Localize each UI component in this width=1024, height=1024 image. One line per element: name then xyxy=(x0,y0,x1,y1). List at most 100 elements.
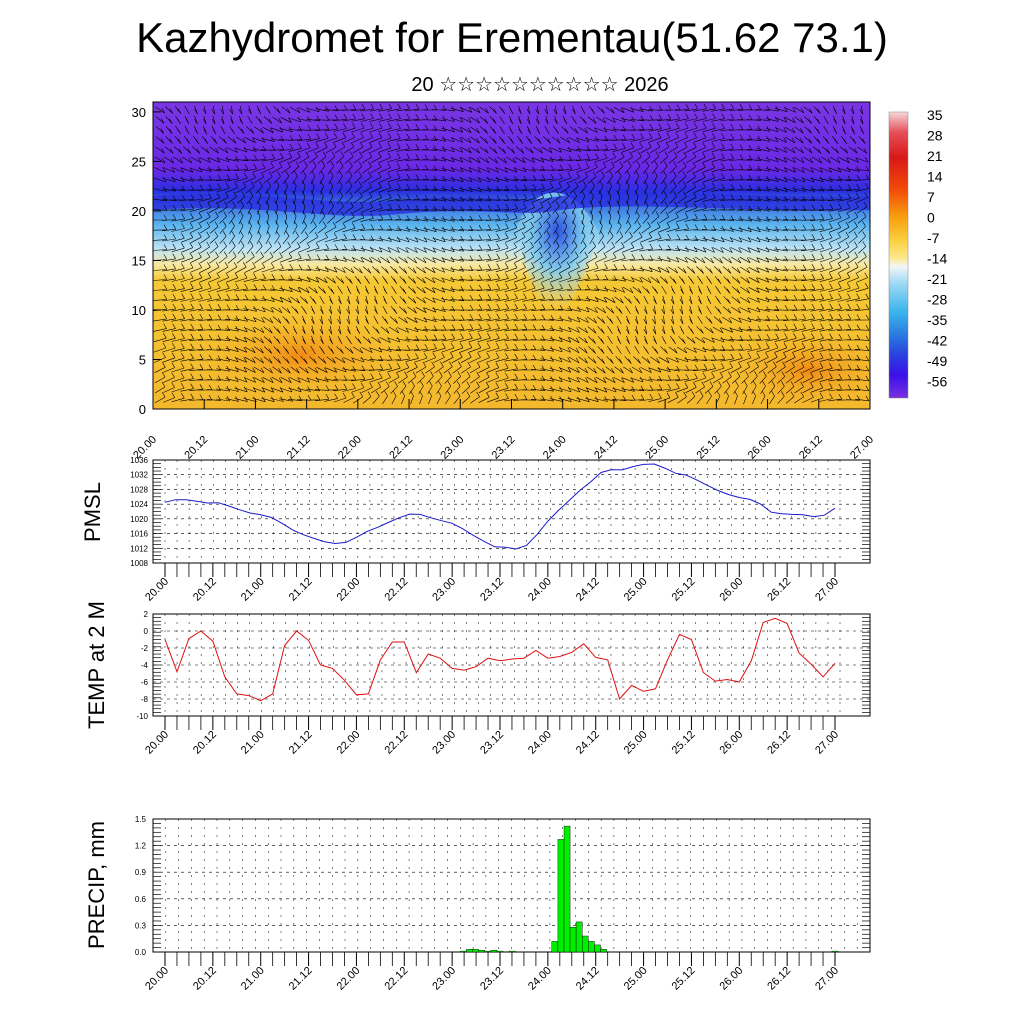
colorbar-label: -21 xyxy=(927,271,947,287)
y-tick-label: 1036 xyxy=(130,456,148,465)
y-tick-label: 15 xyxy=(132,253,146,268)
x-tick-label: 20.00 xyxy=(143,965,171,993)
y-tick-label: 1.5 xyxy=(135,815,147,824)
x-tick-label: 24.00 xyxy=(526,965,554,993)
x-tick-label: 21.00 xyxy=(239,729,267,757)
precip-bar xyxy=(551,941,559,953)
temp-series-line xyxy=(164,617,836,702)
colorbar-label: -28 xyxy=(927,292,947,308)
y-tick-label: 0.0 xyxy=(135,948,147,957)
colorbar-label: -35 xyxy=(927,312,947,328)
y-tick-label: 1008 xyxy=(130,559,148,568)
x-tick-label: 23.00 xyxy=(430,576,458,604)
x-tick-label: 26.00 xyxy=(717,965,745,993)
warm-core-left xyxy=(190,310,410,400)
x-tick-label: 20.00 xyxy=(143,729,171,757)
x-tick-label: 26.12 xyxy=(765,729,793,757)
y-tick-label: -8 xyxy=(141,695,149,704)
colorbar: 35 28 21 14 7 0 -7 -14 -21 -28 -35 -42 -49 -56 xyxy=(888,107,947,399)
precip-axis-label: PRECIP, mm xyxy=(84,821,109,949)
precip-bar xyxy=(600,949,607,953)
x-tick-label: 20.00 xyxy=(143,576,171,604)
precip-bar xyxy=(557,839,565,953)
pmsl-y-axis: 1008 1012 1016 1020 1024 1028 1032 1036 xyxy=(130,456,148,568)
x-tick-label: 21.12 xyxy=(285,434,313,462)
warm-core-right xyxy=(720,325,870,409)
y-tick-label: 0.9 xyxy=(135,868,147,877)
wind-barb-path xyxy=(153,103,870,405)
x-tick-label: 27.00 xyxy=(813,729,841,757)
y-tick-label: 1024 xyxy=(130,500,148,509)
colorbar-label: -14 xyxy=(927,251,947,267)
x-tick-label: 26.00 xyxy=(717,576,745,604)
x-tick-label: 27.00 xyxy=(813,576,841,604)
y-tick-label: 0.3 xyxy=(135,921,147,930)
y-tick-label: 10 xyxy=(132,303,146,318)
precip-bar xyxy=(588,941,595,953)
x-tick-label: 25.00 xyxy=(622,965,650,993)
y-tick-label: 0 xyxy=(139,402,146,417)
y-tick-label: 1.2 xyxy=(135,842,147,851)
x-tick-label: 27.00 xyxy=(813,965,841,993)
x-tick-label: 26.12 xyxy=(765,965,793,993)
precip-x-axis: 20.00 20.12 21.00 21.12 22.00 22.12 23.00 23.12… xyxy=(143,952,841,993)
x-tick-label: 22.12 xyxy=(382,576,410,604)
precip-bar xyxy=(575,921,583,953)
precip-bar xyxy=(594,944,601,953)
precip-bar xyxy=(582,935,589,953)
pmsl-axis-label: PMSL xyxy=(80,482,105,542)
x-tick-label: 22.00 xyxy=(335,729,363,757)
x-tick-label: 25.00 xyxy=(622,729,650,757)
y-tick-label: 20 xyxy=(132,204,146,219)
colorbar-label: 21 xyxy=(927,148,943,164)
colorbar-label: -49 xyxy=(927,353,947,369)
colorbar-ramp xyxy=(888,111,909,399)
precip-bars xyxy=(460,825,839,953)
x-tick-label: 26.00 xyxy=(717,729,745,757)
x-tick-label: 24.12 xyxy=(574,965,602,993)
y-tick-label: -4 xyxy=(141,661,149,670)
temp-x-axis: 20.00 20.12 21.00 21.12 22.00 22.12 23.00 23.12… xyxy=(143,716,841,757)
temp-axis-label: TEMP at 2 M xyxy=(84,601,109,729)
x-tick-label: 22.00 xyxy=(335,576,363,604)
precip-bar xyxy=(484,950,492,953)
y-tick-label: -10 xyxy=(136,712,148,721)
x-tick-label: 23.12 xyxy=(478,965,506,993)
x-tick-label: 21.00 xyxy=(239,965,267,993)
colorbar-label: 14 xyxy=(927,169,943,185)
x-tick-label: 26.00 xyxy=(746,434,774,462)
cross-section-y-axis: 0 5 10 15 20 25 30 xyxy=(132,105,161,417)
colorbar-label: -7 xyxy=(927,230,940,246)
wind-barbs xyxy=(153,103,870,405)
precip-bar xyxy=(490,950,498,953)
x-tick-label: 21.12 xyxy=(287,965,315,993)
x-tick-label: 22.00 xyxy=(335,965,363,993)
y-tick-label: -2 xyxy=(141,644,149,653)
x-tick-label: 25.00 xyxy=(643,434,671,462)
x-tick-label: 24.12 xyxy=(574,729,602,757)
x-tick-label: 22.12 xyxy=(387,434,415,462)
colorbar-label: -56 xyxy=(927,374,947,390)
page-subtitle: 20 ☆☆☆☆☆☆☆☆☆☆ 2026 xyxy=(411,74,669,96)
y-tick-label: 1020 xyxy=(130,515,148,524)
y-tick-label: 30 xyxy=(132,105,146,120)
x-tick-label: 24.12 xyxy=(574,576,602,604)
colorbar-label: 35 xyxy=(927,107,943,123)
precip-bar xyxy=(478,950,486,953)
y-tick-label: 1032 xyxy=(130,471,148,480)
tropopause-band xyxy=(153,192,870,216)
x-tick-label: 26.12 xyxy=(765,576,793,604)
y-tick-label: 25 xyxy=(132,154,146,169)
x-tick-label: 24.12 xyxy=(592,434,620,462)
colorbar-label: 28 xyxy=(927,128,943,144)
x-tick-label: 22.00 xyxy=(336,434,364,462)
x-tick-label: 21.00 xyxy=(239,576,267,604)
x-tick-label: 27.00 xyxy=(848,434,876,462)
precip-y-axis: 0.0 0.3 0.6 0.9 1.2 1.5 xyxy=(135,815,147,957)
x-tick-label: 23.00 xyxy=(430,965,458,993)
x-tick-label: 22.12 xyxy=(382,729,410,757)
precip-panel: 0.00.30.60.91.21.5 20.00 20.12 21.00 21.12 2… xyxy=(84,815,871,993)
x-tick-label: 21.12 xyxy=(287,576,315,604)
